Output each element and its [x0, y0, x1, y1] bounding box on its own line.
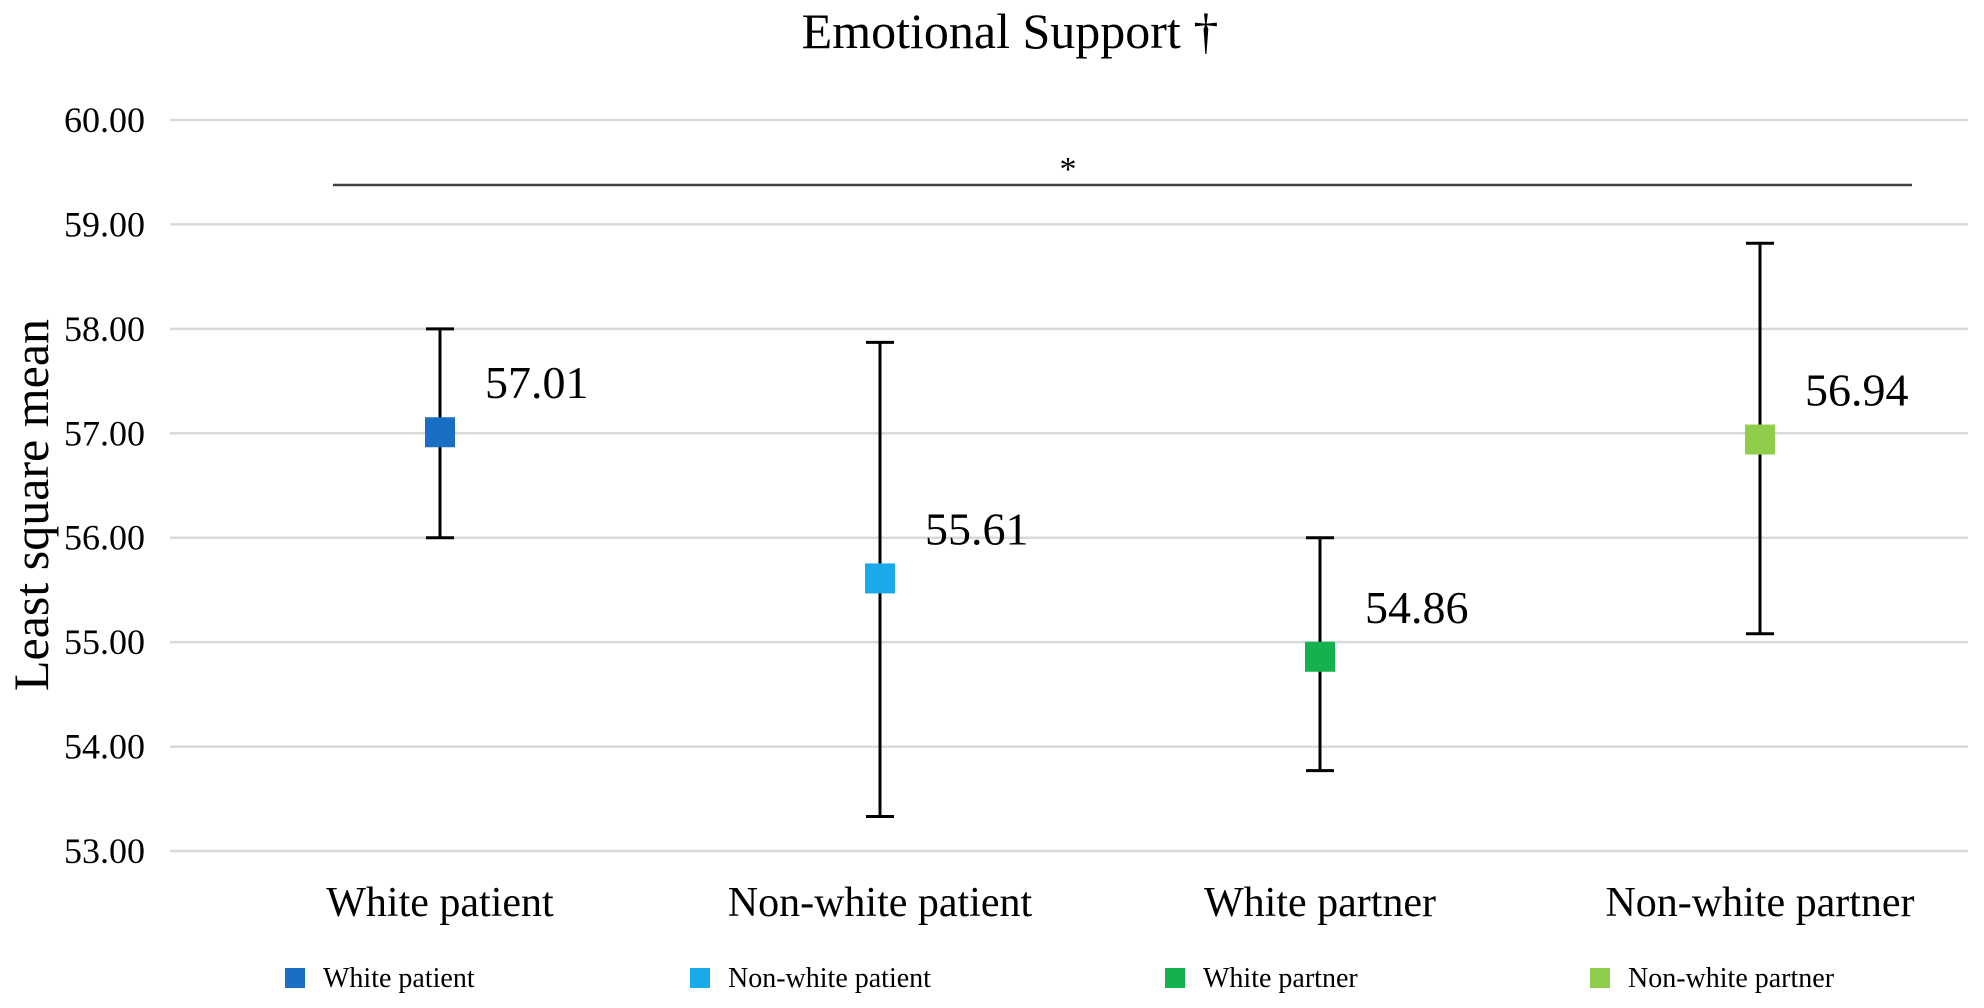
data-points — [425, 417, 1775, 672]
y-tick-label: 57.00 — [64, 413, 145, 453]
legend-swatch — [1165, 968, 1185, 988]
legend-swatch — [285, 968, 305, 988]
legend-entry: White partner — [1203, 963, 1358, 994]
legend-swatch — [1590, 968, 1610, 988]
data-labels: 57.01 55.61 54.86 56.94 — [485, 357, 1909, 633]
y-axis-label: Least square mean — [3, 319, 59, 691]
data-point — [1305, 641, 1335, 672]
category-label: White partner — [1204, 880, 1436, 926]
significance-marker: * — [333, 151, 1912, 188]
significance-asterisk: * — [1060, 151, 1077, 188]
data-label: 54.86 — [1365, 582, 1469, 633]
chart-title: Emotional Support † — [802, 3, 1219, 59]
category-label: Non-white patient — [728, 880, 1033, 926]
category-labels: White patient Non-white patient White part… — [326, 880, 1914, 926]
y-tick-label: 53.00 — [64, 831, 145, 871]
data-point — [425, 417, 455, 448]
y-tick-label: 55.00 — [64, 622, 145, 662]
legend-entry: Non-white patient — [728, 963, 931, 994]
legend-entry: White patient — [323, 963, 475, 994]
data-label: 56.94 — [1805, 365, 1909, 416]
legend-swatch — [690, 968, 710, 988]
gridlines — [170, 118, 1968, 853]
y-tick-label: 60.00 — [64, 100, 145, 140]
legend-entry: Non-white partner — [1628, 963, 1835, 994]
category-label: Non-white partner — [1605, 880, 1914, 926]
data-label: 57.01 — [485, 357, 589, 408]
y-tick-label: 54.00 — [64, 727, 145, 767]
y-tick-label: 58.00 — [64, 309, 145, 349]
category-label: White patient — [326, 880, 554, 926]
legend: White patient Non-white patient White part… — [285, 963, 1835, 994]
y-tick-label: 59.00 — [64, 204, 145, 244]
data-point — [1745, 424, 1775, 455]
data-label: 55.61 — [925, 503, 1029, 554]
y-tick-labels: 53.00 54.00 55.00 56.00 57.00 58.00 59.00 60.00 — [64, 100, 145, 871]
data-point — [865, 563, 895, 594]
y-tick-label: 56.00 — [64, 518, 145, 558]
